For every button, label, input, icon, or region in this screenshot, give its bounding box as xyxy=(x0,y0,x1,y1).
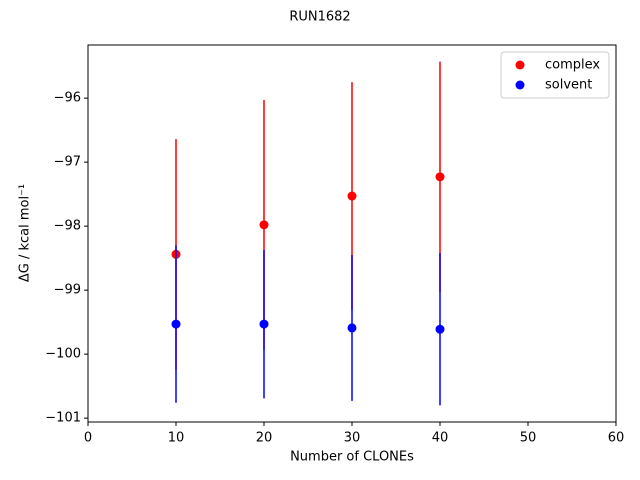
legend-label: solvent xyxy=(545,78,592,93)
x-tick-label: 60 xyxy=(608,431,625,446)
x-tick-label: 30 xyxy=(344,431,361,446)
y-tick-label: −99 xyxy=(54,283,81,298)
point xyxy=(259,319,269,329)
y-axis-label: ΔG / kcal mol⁻¹ xyxy=(18,184,33,282)
chart-title: RUN1682 xyxy=(289,10,350,25)
point xyxy=(171,319,181,329)
legend-marker xyxy=(515,60,525,70)
y-tick-label: −100 xyxy=(45,347,81,362)
point xyxy=(259,220,269,230)
y-tick-label: −97 xyxy=(54,155,81,170)
point xyxy=(347,323,357,333)
x-tick-label: 10 xyxy=(168,431,185,446)
y-tick-label: −98 xyxy=(54,219,81,234)
point xyxy=(435,324,445,334)
x-tick-label: 50 xyxy=(520,431,537,446)
y-tick-label: −101 xyxy=(45,411,81,426)
legend-box xyxy=(500,51,610,99)
point xyxy=(347,191,357,201)
plot-frame xyxy=(87,44,617,423)
x-tick-label: 40 xyxy=(432,431,449,446)
point xyxy=(435,172,445,182)
x-tick-label: 20 xyxy=(256,431,273,446)
y-tick-label: −96 xyxy=(54,91,81,106)
legend-marker xyxy=(515,80,525,90)
legend-label: complex xyxy=(545,58,600,73)
x-axis-label: Number of CLONEs xyxy=(290,450,414,465)
x-tick-label: 0 xyxy=(84,431,92,446)
